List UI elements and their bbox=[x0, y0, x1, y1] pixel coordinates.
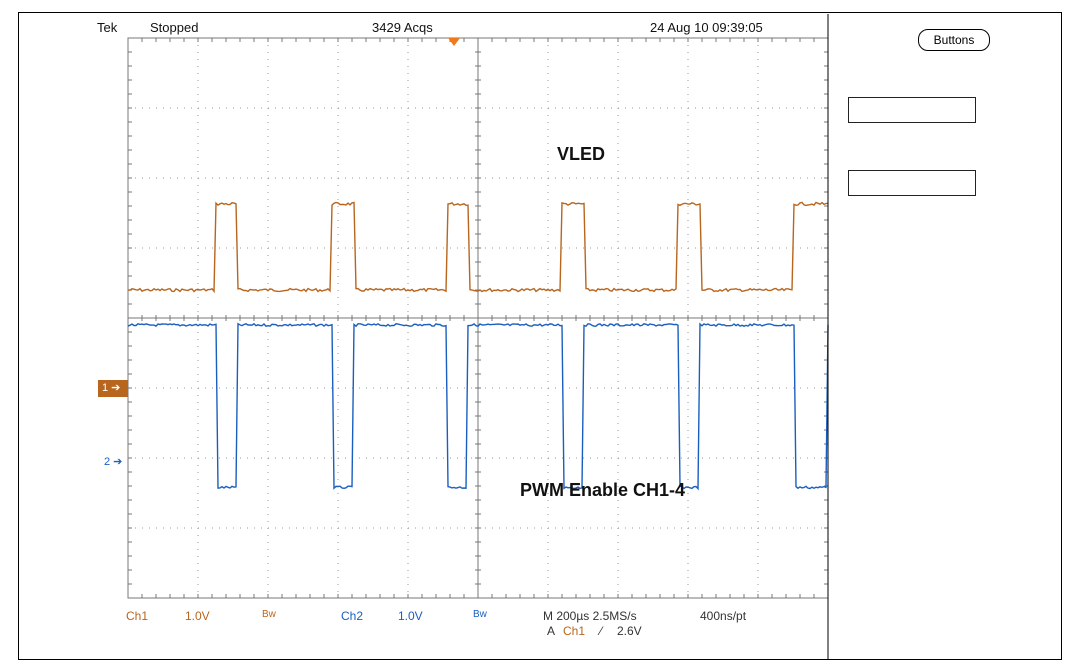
trigger-source: Ch1 bbox=[563, 624, 586, 638]
trigger-level: 2.6V bbox=[617, 624, 642, 638]
record-resolution: 400ns/pt bbox=[700, 609, 747, 623]
ch1-marker-label: 1 bbox=[102, 382, 109, 394]
side-menu-box-2[interactable] bbox=[848, 170, 976, 196]
vled-label: VLED bbox=[557, 144, 606, 164]
trigger-prefix: A bbox=[547, 624, 556, 638]
trigger-position-marker bbox=[448, 38, 460, 46]
ch2-ground-marker[interactable]: 2 ➔ bbox=[104, 456, 123, 468]
ch1-scale: 1.0V bbox=[185, 609, 210, 623]
buttons-button[interactable]: Buttons bbox=[918, 29, 990, 51]
waveform-traces bbox=[127, 201, 829, 491]
ch2-bandwidth: Bw bbox=[473, 609, 487, 620]
ch2-label: Ch2 bbox=[341, 609, 364, 623]
ch2-trace bbox=[127, 322, 829, 491]
pwm-enable-label: PWM Enable CH1-4 bbox=[520, 480, 686, 500]
timebase-readout: M 200µs 2.5MS/s bbox=[543, 609, 637, 623]
ch1-label: Ch1 bbox=[126, 609, 149, 623]
trigger-slope-icon: ⁄ bbox=[600, 624, 603, 638]
side-menu-box-1[interactable] bbox=[848, 97, 976, 123]
graticule bbox=[127, 37, 829, 599]
timestamp: 24 Aug 10 09:39:05 bbox=[650, 20, 763, 35]
acquisition-count: 3429 Acqs bbox=[372, 20, 433, 35]
ch1-bandwidth: Bw bbox=[262, 609, 276, 620]
brand-label: Tek bbox=[97, 20, 118, 35]
ch2-marker-label: 2 bbox=[104, 456, 111, 468]
ch1-ground-marker[interactable]: 1 ➔ bbox=[98, 380, 128, 397]
run-state: Stopped bbox=[150, 20, 199, 35]
ch1-trace bbox=[127, 201, 829, 294]
ch2-scale: 1.0V bbox=[398, 609, 423, 623]
